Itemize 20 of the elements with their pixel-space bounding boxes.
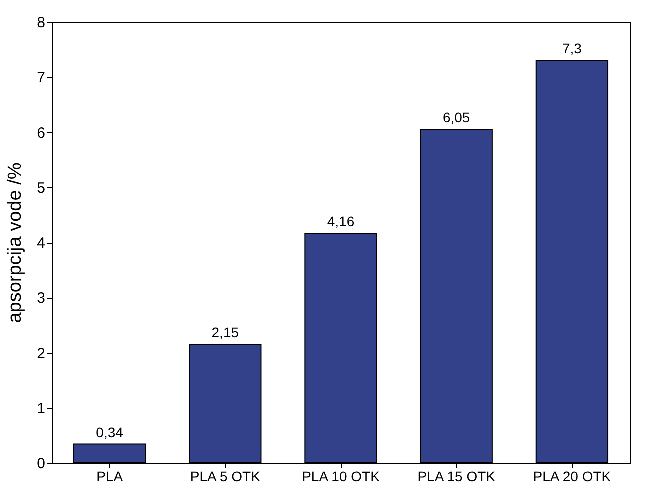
y-tick-label: 3 bbox=[37, 290, 46, 308]
y-axis-title: apsorpcija vode /% bbox=[5, 162, 26, 324]
y-tick-label: 4 bbox=[37, 235, 46, 252]
x-tick-label: PLA 15 OTK bbox=[418, 468, 496, 484]
data-label: 2,15 bbox=[212, 324, 240, 340]
y-tick-label: 0 bbox=[37, 456, 46, 472]
data-label: 0,34 bbox=[96, 424, 124, 440]
x-tick-label: PLA 5 OTK bbox=[190, 468, 262, 484]
y-tick-label: 8 bbox=[37, 14, 46, 32]
y-tick-label: 2 bbox=[37, 345, 46, 362]
x-tick-label: PLA bbox=[96, 468, 124, 484]
x-tick-label: PLA 10 OTK bbox=[302, 468, 381, 484]
y-tick-label: 5 bbox=[37, 180, 46, 197]
x-tick-label: PLA 20 OTK bbox=[533, 468, 612, 484]
data-label: 6,05 bbox=[442, 109, 470, 126]
data-label: 4,16 bbox=[327, 214, 355, 230]
y-tick-label: 6 bbox=[37, 124, 46, 142]
data-label: 7,3 bbox=[562, 40, 582, 57]
y-tick-label: 7 bbox=[37, 70, 46, 87]
y-tick-label: 1 bbox=[37, 400, 46, 418]
